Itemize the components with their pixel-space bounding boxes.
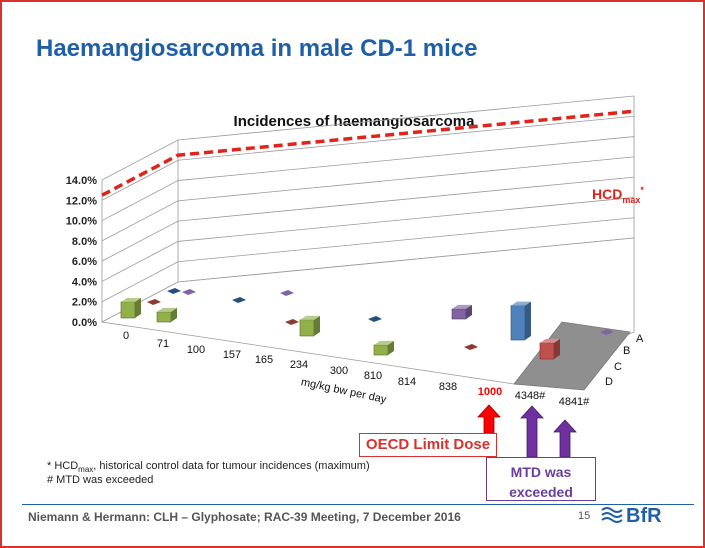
hcd-reference-line: HCDmax* xyxy=(101,109,644,205)
y-tick-labels: 0.0% 2.0% 4.0% 6.0% 8.0% 10.0% 12.0% 14.0% xyxy=(66,175,97,329)
footnote-hcd-prefix: * HCD xyxy=(47,460,79,472)
gridline xyxy=(101,156,635,242)
chart-bar xyxy=(120,297,141,319)
hcd-label: HCDmax* xyxy=(592,185,644,205)
y-tick-label: 0.0% xyxy=(72,317,97,329)
chart-bar-zero xyxy=(167,288,181,294)
y-tick-label: 10.0% xyxy=(66,216,97,228)
y-tick-label: 8.0% xyxy=(72,236,97,248)
footnote-hcd-sub: max xyxy=(78,465,94,475)
footnote-hcd-text: , historical control data for tumour inc… xyxy=(93,460,370,472)
mtd-arrow-icon-1 xyxy=(520,405,544,458)
x-tick-label: 4348# xyxy=(515,390,546,402)
chart-floor xyxy=(100,237,635,391)
y-tick-label: 6.0% xyxy=(72,256,97,268)
mtd-label-line1: MTD was xyxy=(510,464,572,480)
chart-bar-zero xyxy=(368,316,382,322)
footer-divider xyxy=(22,504,694,505)
page-number: 15 xyxy=(578,510,591,522)
x-tick-label: 234 xyxy=(290,359,308,371)
chart-bar xyxy=(299,315,320,337)
footer-text: Niemann & Hermann: CLH – Glyphosate; RAC… xyxy=(28,510,461,524)
chart-bar-zero xyxy=(464,344,478,350)
y-tick-label: 14.0% xyxy=(66,175,97,187)
x-tick-label: 157 xyxy=(223,349,241,361)
x-tick-label: 100 xyxy=(187,344,205,356)
x-tick-label: 0 xyxy=(123,330,129,342)
depth-label: D xyxy=(605,376,613,388)
x-tick-label: 4841# xyxy=(559,396,590,408)
slide-title: Haemangiosarcoma in male CD-1 mice xyxy=(36,35,478,62)
y-tick-label: 2.0% xyxy=(72,297,97,309)
chart-bar xyxy=(539,338,560,360)
chart-bar-zero xyxy=(600,329,614,335)
footnote-mtd: # MTD was exceeded xyxy=(47,474,154,486)
mtd-exceeded-label: MTD was exceeded xyxy=(486,457,596,501)
x-tick-label: 838 xyxy=(439,381,457,393)
mtd-label-line2: exceeded xyxy=(509,484,573,500)
depth-label: B xyxy=(623,345,630,357)
x-tick-labels: 0 71 100 157 165 234 300 810 814 838 1000 4348# 4841… xyxy=(123,330,590,408)
chart-bars xyxy=(120,288,614,360)
oecd-limit-dose-label: OECD Limit Dose xyxy=(359,433,497,457)
depth-label: C xyxy=(614,361,622,373)
y-tick-label: 12.0% xyxy=(66,195,97,207)
gridline xyxy=(101,136,635,221)
x-tick-label: 1000 xyxy=(478,386,502,398)
chart-bar xyxy=(510,301,531,341)
chart-bar xyxy=(156,307,177,323)
mtd-arrow-icon-2 xyxy=(553,419,577,458)
x-tick-label: 810 xyxy=(364,370,382,382)
chart-bar xyxy=(451,304,472,320)
bfr-logo: BfR xyxy=(601,505,662,527)
chart-bar-zero xyxy=(280,290,294,296)
footnote-hcd: * HCDmax, historical control data for tu… xyxy=(47,460,370,474)
chart-bar-zero xyxy=(285,319,299,325)
chart-bar-zero xyxy=(232,297,246,303)
chart-bar-zero xyxy=(182,289,196,295)
x-tick-label: 300 xyxy=(330,365,348,377)
x-tick-label: 814 xyxy=(398,376,416,388)
annotation-arrows xyxy=(477,404,577,458)
chart-bar xyxy=(373,340,394,356)
gridline xyxy=(101,95,635,181)
chart-title: Incidences of haemangiosarcoma xyxy=(234,113,476,130)
y-tick-label: 4.0% xyxy=(72,276,97,288)
bfr-logo-waves-icon xyxy=(601,507,623,523)
bfr-logo-text: BfR xyxy=(626,505,662,527)
chart-bar-zero xyxy=(147,299,161,305)
depth-label: A xyxy=(636,333,644,345)
hcd-line xyxy=(101,109,635,197)
x-tick-label: 71 xyxy=(157,338,169,350)
floor xyxy=(100,237,635,385)
oecd-arrow-icon xyxy=(477,404,501,434)
x-tick-label: 165 xyxy=(255,354,273,366)
